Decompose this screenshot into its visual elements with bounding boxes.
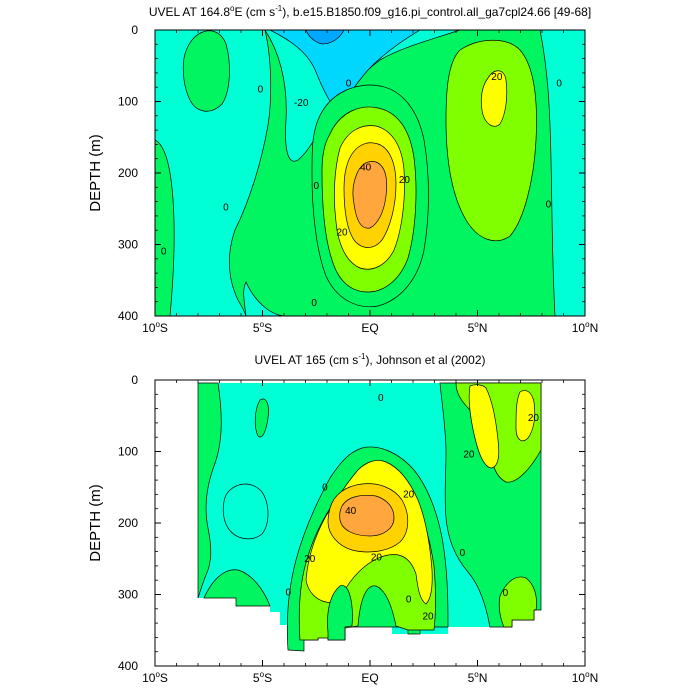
- contour-band-neg-west: [155, 30, 272, 316]
- contour-label: 20: [403, 489, 415, 500]
- contour-label: 20: [336, 227, 348, 238]
- contour-label: 0: [311, 298, 317, 309]
- contour-label: 0: [503, 588, 509, 599]
- contour-band-ne-20: [468, 384, 500, 469]
- contour-band-neg-bottom: [243, 281, 287, 316]
- contour-field: [197, 382, 542, 652]
- x-tick-label: 5oN: [468, 320, 488, 335]
- y-tick-label: 300: [118, 588, 138, 602]
- contour-label: 0: [286, 587, 292, 598]
- x-tick-label: 10oN: [572, 320, 598, 335]
- x-tick-label: EQ: [361, 671, 378, 685]
- contour-label: 20: [422, 612, 434, 623]
- contour-band-neg-east: [539, 30, 585, 316]
- contour-label: 40: [345, 506, 357, 517]
- y-tick-label: 100: [118, 445, 138, 459]
- y-tick-label: 0: [131, 373, 138, 387]
- y-axis-label: DEPTH (m): [87, 134, 104, 212]
- contour-label: 0: [546, 199, 552, 210]
- x-tick-label: EQ: [361, 321, 378, 335]
- x-tick-label: 5oS: [253, 670, 272, 685]
- x-tick-label: 10oS: [142, 670, 168, 685]
- y-axis-label: DEPTH (m): [87, 484, 104, 562]
- panel-observations: UVEL AT 165 (cm s-1), Johnson et al (200…: [87, 352, 598, 685]
- contour-band-east-20: [480, 70, 508, 127]
- contour-band-euc-40: [352, 161, 388, 229]
- contour-label: 20: [528, 413, 540, 424]
- contour-band-west-0: [197, 382, 222, 599]
- x-tick-label: 5oN: [468, 670, 488, 685]
- y-tick-label: 400: [118, 309, 138, 323]
- y-tick-label: 300: [118, 238, 138, 252]
- contour-label: 0: [223, 202, 229, 213]
- contour-label: 0: [322, 482, 328, 493]
- contour-band-euc-40: [339, 494, 395, 537]
- y-tick-label: 400: [118, 659, 138, 673]
- contour-band-west-bottom: [203, 569, 271, 607]
- contour-label: -20: [294, 98, 309, 109]
- contour-label: 0: [258, 84, 264, 95]
- y-tick-label: 0: [131, 23, 138, 37]
- x-tick-label: 5oS: [253, 320, 272, 335]
- contour-band-east-10: [445, 39, 537, 241]
- panel-model: UVEL AT 164.8oE (cm s-1), b.e15.B1850.f0…: [87, 4, 598, 335]
- contour-labels: 40 20 20 20 0 20 20 0 0 0 20 0 0: [286, 393, 540, 623]
- contour-band-ne-lower: [498, 576, 537, 628]
- panel-title: UVEL AT 164.8oE (cm s-1), b.e15.B1850.f0…: [149, 4, 591, 19]
- contour-band-eddy: [222, 483, 269, 540]
- contour-band-leg-west: [327, 585, 353, 641]
- contour-label: 20: [304, 554, 316, 565]
- contour-label: 40: [360, 162, 372, 173]
- contour-labels: 0 -20 0 0 0 0 40 20 20 20 0 0 0: [161, 72, 563, 309]
- contour-label: 0: [406, 595, 412, 606]
- contour-label: 0: [460, 548, 466, 559]
- contour-field: [155, 30, 585, 316]
- x-tick-label: 10oS: [142, 320, 168, 335]
- contour-label: 0: [346, 79, 352, 90]
- contour-label: 20: [463, 449, 475, 460]
- y-tick-label: 200: [118, 516, 138, 530]
- y-tick-label: 200: [118, 166, 138, 180]
- contour-band-west-top: [182, 30, 230, 112]
- contour-label: 20: [371, 552, 383, 563]
- contour-label: 0: [313, 181, 319, 192]
- contour-band-neg-deep: [305, 30, 345, 45]
- x-tick-label: 10oN: [572, 670, 598, 685]
- contour-label: 0: [378, 393, 384, 404]
- y-tick-label: 100: [118, 95, 138, 109]
- contour-label: 0: [161, 247, 167, 258]
- contour-label: 20: [491, 72, 503, 83]
- panel-title: UVEL AT 165 (cm s-1), Johnson et al (200…: [254, 352, 485, 367]
- contour-band-ne-20b: [515, 390, 536, 442]
- contour-label: 20: [399, 175, 411, 186]
- contour-label: 0: [556, 79, 562, 90]
- contour-band-spur: [254, 398, 269, 438]
